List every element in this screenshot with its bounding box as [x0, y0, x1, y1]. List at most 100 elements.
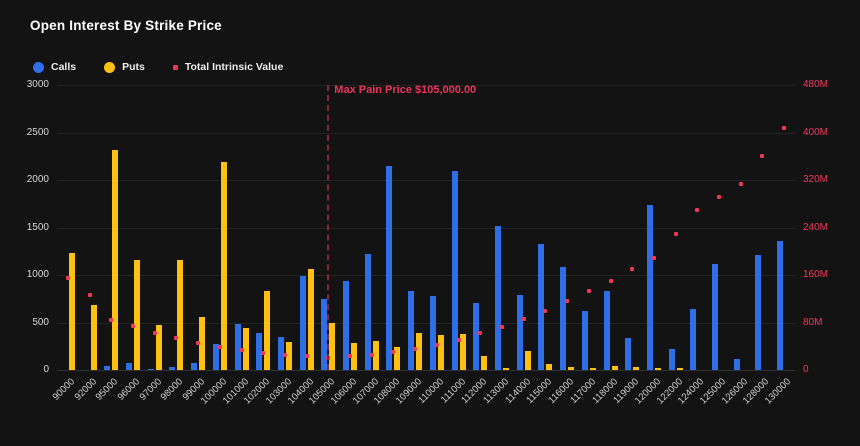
intrinsic-value-dot[interactable] [500, 324, 504, 329]
intrinsic-value-dot[interactable] [369, 352, 374, 357]
calls-bar[interactable] [429, 296, 436, 370]
calls-bar[interactable] [104, 366, 111, 370]
puts-bar[interactable] [177, 260, 184, 370]
intrinsic-value-dot[interactable] [630, 266, 635, 271]
puts-bar[interactable] [329, 323, 336, 370]
puts-bar[interactable] [459, 334, 466, 370]
intrinsic-value-dot[interactable] [261, 351, 266, 356]
intrinsic-value-dot[interactable] [521, 316, 526, 321]
calls-bar[interactable] [603, 290, 610, 370]
calls-bar[interactable] [212, 343, 219, 370]
calls-bar[interactable] [299, 276, 306, 370]
puts-bar[interactable] [112, 149, 119, 370]
intrinsic-value-dot[interactable] [174, 335, 179, 340]
intrinsic-value-dot[interactable] [478, 331, 483, 336]
max-pain-line [327, 85, 330, 370]
puts-bar[interactable] [264, 291, 271, 370]
intrinsic-value-dot[interactable] [391, 349, 396, 354]
puts-bar[interactable] [416, 332, 423, 370]
calls-bar[interactable] [668, 349, 675, 370]
calls-bar[interactable] [777, 241, 784, 370]
puts-bar[interactable] [307, 269, 314, 370]
puts-bar[interactable] [568, 367, 575, 370]
intrinsic-value-dot[interactable] [434, 343, 439, 348]
legend-item-calls[interactable]: Calls [33, 61, 76, 73]
calls-bar[interactable] [690, 309, 697, 370]
puts-bar[interactable] [676, 368, 683, 370]
puts-bar[interactable] [524, 351, 531, 370]
puts-bar[interactable] [546, 364, 553, 370]
calls-bar[interactable] [169, 366, 176, 370]
puts-bar[interactable] [394, 347, 401, 370]
intrinsic-value-dot[interactable] [608, 278, 613, 283]
calls-bar[interactable] [451, 170, 458, 370]
intrinsic-value-dot[interactable] [152, 330, 157, 335]
intrinsic-value-dot[interactable] [131, 323, 135, 328]
puts-bar[interactable] [503, 367, 509, 370]
intrinsic-value-dot[interactable] [348, 354, 352, 359]
puts-bar[interactable] [654, 367, 661, 370]
intrinsic-value-dot[interactable] [717, 195, 721, 200]
intrinsic-value-dot[interactable] [239, 348, 244, 353]
intrinsic-value-dot[interactable] [65, 276, 70, 280]
puts-bar[interactable] [220, 162, 227, 370]
intrinsic-value-dot[interactable] [543, 308, 548, 313]
intrinsic-value-dot[interactable] [651, 256, 656, 261]
legend-item-total-intrinsic-value[interactable]: Total Intrinsic Value [172, 61, 283, 73]
intrinsic-value-dot[interactable] [304, 353, 309, 358]
intrinsic-value-dot[interactable] [673, 232, 678, 236]
puts-bar[interactable] [481, 355, 488, 371]
puts-bar[interactable] [285, 342, 292, 370]
gridline [57, 227, 795, 229]
calls-bar[interactable] [755, 254, 762, 370]
calls-bar[interactable] [364, 253, 371, 370]
calls-bar[interactable] [581, 310, 588, 370]
calls-bar[interactable] [408, 290, 415, 370]
puts-bar[interactable] [90, 304, 97, 370]
calls-bar[interactable] [538, 243, 545, 370]
puts-bar[interactable] [437, 335, 444, 370]
intrinsic-value-dot[interactable] [738, 181, 743, 186]
puts-bar[interactable] [633, 366, 640, 370]
calls-bar[interactable] [147, 369, 154, 371]
puts-bar[interactable] [611, 366, 618, 370]
calls-bar[interactable] [277, 336, 284, 371]
intrinsic-value-dot[interactable] [782, 125, 787, 130]
intrinsic-value-dot[interactable] [565, 299, 570, 304]
calls-bar[interactable] [343, 280, 349, 370]
calls-bar[interactable] [625, 337, 632, 370]
puts-bar[interactable] [351, 343, 357, 370]
puts-bar[interactable] [372, 340, 379, 370]
intrinsic-value-dot[interactable] [109, 317, 114, 322]
puts-bar[interactable] [155, 325, 162, 371]
intrinsic-value-dot[interactable] [282, 352, 287, 357]
puts-bar[interactable] [589, 368, 596, 370]
puts-bar[interactable] [68, 252, 75, 370]
calls-bar[interactable] [560, 267, 567, 370]
legend-item-puts[interactable]: Puts [104, 61, 145, 73]
intrinsic-value-dot[interactable] [695, 207, 700, 212]
intrinsic-value-dot[interactable] [586, 289, 591, 293]
gridline [57, 85, 795, 86]
calls-bar[interactable] [191, 362, 198, 370]
calls-bar[interactable] [256, 332, 263, 370]
calls-bar[interactable] [495, 225, 501, 370]
intrinsic-value-dot[interactable] [196, 340, 201, 345]
calls-bar[interactable] [646, 205, 653, 370]
calls-bar[interactable] [321, 299, 328, 370]
intrinsic-value-dot[interactable] [413, 347, 418, 352]
intrinsic-value-dot[interactable] [760, 153, 765, 158]
calls-bar[interactable] [473, 303, 480, 370]
puts-bar[interactable] [134, 260, 140, 370]
calls-bar[interactable] [126, 363, 132, 371]
calls-bar[interactable] [516, 294, 523, 370]
intrinsic-value-dot[interactable] [217, 345, 222, 350]
calls-bar[interactable] [712, 263, 718, 370]
calls-bar[interactable] [386, 165, 393, 371]
calls-bar[interactable] [733, 359, 740, 370]
calls-bar[interactable] [234, 323, 241, 370]
intrinsic-value-dot[interactable] [456, 337, 461, 342]
puts-bar[interactable] [199, 316, 206, 370]
intrinsic-value-dot[interactable] [87, 292, 92, 297]
puts-bar[interactable] [242, 327, 249, 370]
